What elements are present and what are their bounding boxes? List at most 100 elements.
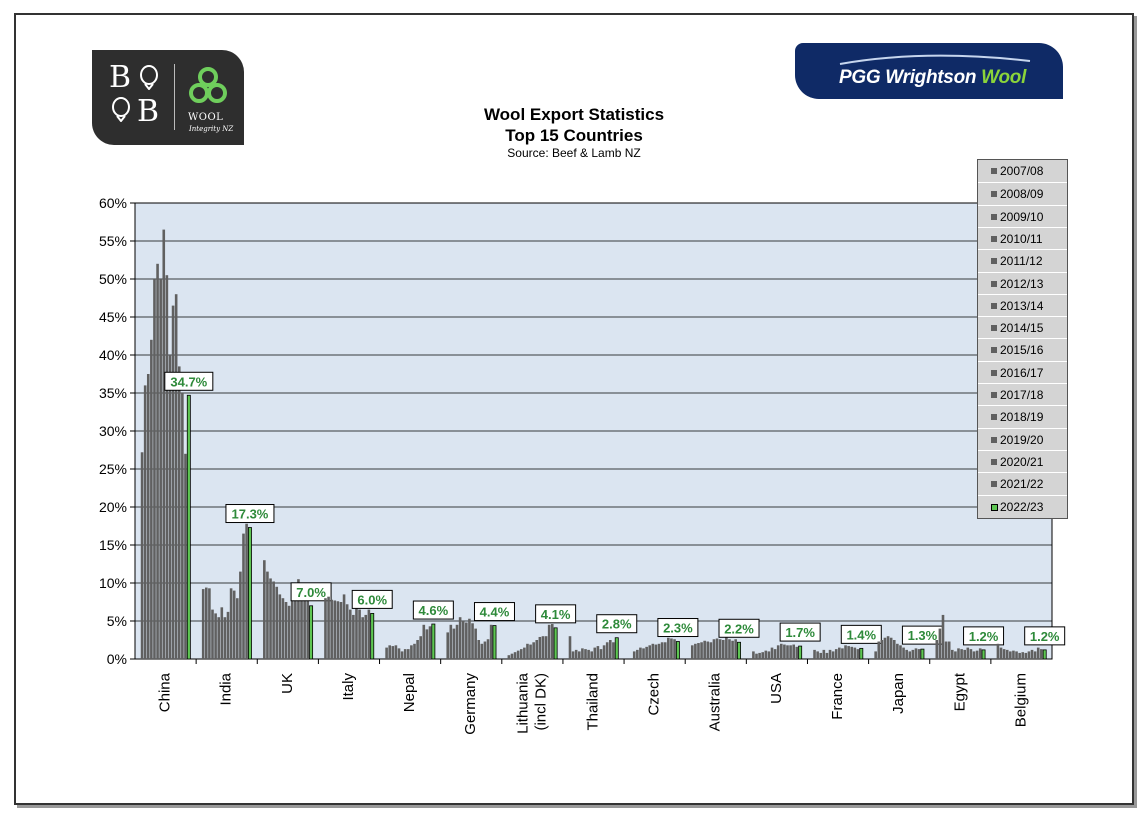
bar (648, 645, 652, 659)
category-label: Egypt (951, 672, 968, 711)
bar (458, 617, 462, 659)
bar (394, 645, 398, 659)
bar (538, 636, 542, 659)
bar (171, 305, 175, 659)
bar-current (614, 637, 619, 660)
bar (1036, 647, 1040, 659)
bar (284, 602, 288, 659)
y-tick-label: 35% (99, 385, 127, 401)
y-tick-label: 50% (99, 271, 127, 287)
category-label: Thailand (584, 673, 601, 731)
logo-wool-text: WOOL (188, 112, 224, 123)
legend-label: 2011/12 (1000, 254, 1043, 269)
bar (400, 651, 404, 659)
bb-wool-integrity-logo: B B WOOL Integrity NZ (92, 50, 244, 145)
bar (703, 640, 706, 659)
y-tick-label: 40% (99, 347, 127, 363)
ram-head-icon (112, 97, 130, 122)
bar (358, 609, 361, 659)
bar (960, 649, 963, 659)
bar (892, 640, 896, 659)
data-label: 1.4% (846, 627, 876, 642)
bar (168, 355, 172, 659)
data-label: 4.6% (419, 603, 449, 618)
bar (468, 618, 471, 659)
bar (941, 614, 945, 659)
bar (914, 648, 918, 659)
bar (165, 275, 169, 659)
bar (419, 636, 422, 659)
legend-label: 2018/19 (1000, 410, 1044, 425)
bar (813, 649, 816, 659)
legend-swatch (991, 414, 997, 421)
data-label-box (164, 371, 214, 391)
legend-label: 2021/22 (1000, 477, 1044, 492)
legend-swatch (991, 347, 997, 354)
bar (263, 560, 266, 659)
bar (975, 650, 979, 659)
legend-item: 2014/15 (978, 316, 1067, 339)
data-label: 17.3% (232, 507, 269, 522)
bar (944, 641, 948, 659)
bar-current (737, 641, 741, 660)
legend-item: 2013/14 (978, 293, 1067, 317)
legend-swatch (991, 481, 997, 488)
bar (455, 624, 459, 659)
category-label: Germany (462, 673, 479, 735)
bar (734, 639, 737, 659)
logo-brand-main: PGG Wrightson (839, 67, 982, 88)
legend-swatch (991, 258, 997, 265)
bar (333, 600, 337, 659)
category-label: Italy (340, 673, 357, 701)
bar (345, 604, 349, 659)
y-tick-label: 60% (99, 195, 127, 211)
bar (786, 645, 789, 659)
bar (712, 639, 716, 659)
legend-label: 2010/11 (1000, 231, 1043, 246)
bar (355, 607, 358, 659)
bar (403, 649, 407, 659)
category-label: Belgium (1012, 673, 1029, 727)
bar (526, 643, 529, 659)
bar (324, 598, 327, 659)
bar (963, 649, 966, 659)
bar (407, 649, 410, 659)
data-label-box (718, 618, 760, 638)
bar (670, 638, 673, 659)
bar (783, 644, 786, 659)
category-label: India (218, 672, 235, 705)
bar (654, 644, 658, 659)
legend-swatch (991, 235, 997, 242)
bar (156, 263, 159, 659)
bar (584, 649, 587, 659)
bar (300, 584, 303, 659)
bar (428, 626, 432, 659)
bar (700, 642, 703, 659)
bar (776, 645, 780, 659)
bar (874, 651, 877, 659)
bar (969, 649, 973, 659)
data-label-box (412, 600, 454, 620)
legend-item: 2016/17 (978, 360, 1067, 384)
bar (422, 624, 426, 659)
bar (544, 636, 548, 659)
bar (452, 628, 456, 659)
bar (272, 581, 275, 659)
data-label: 2.2% (724, 621, 754, 636)
pgg-wrightson-wool-logo: PGG Wrightson Wool (795, 43, 1063, 99)
y-tick-label: 10% (99, 575, 127, 591)
bar (140, 452, 144, 659)
bar (828, 649, 832, 659)
bar (483, 641, 487, 659)
legend-label: 2009/10 (1000, 209, 1044, 224)
category-label: China (157, 672, 174, 712)
bar (694, 643, 697, 659)
bar (816, 651, 819, 659)
legend-label: 2013/14 (1000, 298, 1044, 313)
legend-item: 2020/21 (978, 449, 1067, 473)
legend-item: 2018/19 (978, 405, 1067, 428)
legend-item: 2022/23 (978, 494, 1067, 518)
bar (632, 651, 636, 659)
bar (721, 640, 725, 659)
bar (297, 579, 300, 659)
